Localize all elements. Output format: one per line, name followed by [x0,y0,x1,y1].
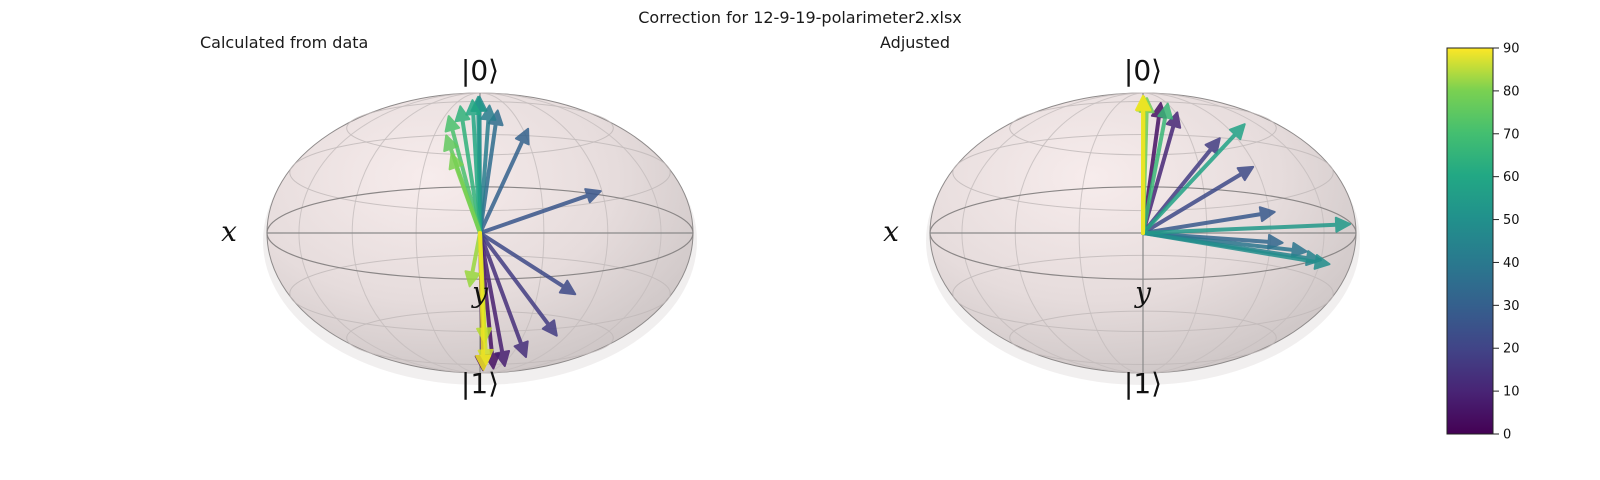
state-vector-arrow [478,231,577,296]
state-vector-arrow [1141,102,1174,235]
state-vector-arrow [478,188,602,235]
colorbar-tick-label: 0 [1503,428,1511,443]
ket-zero-label: |0⟩ [461,54,499,87]
x-axis-label: x [221,215,237,248]
colorbar-tick-label: 70 [1503,127,1520,142]
state-vector-arrow [1141,231,1331,270]
colorbar-gradient [1446,47,1494,435]
vector-head [514,127,530,146]
vector-shaft [1141,172,1244,235]
vector-head [494,350,511,367]
vector-head [541,319,558,337]
state-vector-arrow [1135,94,1151,235]
right-plot-title: Adjusted [880,33,951,52]
vector-head [465,99,482,116]
x-axis-label: x [883,215,899,248]
colorbar-tick-label: 40 [1503,256,1520,271]
state-vector-arrow [478,231,529,358]
state-vector-arrow [475,231,492,371]
colorbar-tick-label: 50 [1503,213,1520,228]
colorbar-tick-label: 90 [1503,42,1520,57]
vector-group [1135,94,1352,270]
ket-one-label: |1⟩ [1124,367,1162,400]
vector-head [448,152,464,171]
vector-head [1204,137,1221,155]
y-axis-label: y [470,276,489,309]
vector-head [1313,254,1331,270]
state-vector-arrow [478,231,511,367]
ket-zero-label: |0⟩ [1124,54,1162,87]
state-vector-arrow [1141,123,1246,235]
colorbar-tick-label: 20 [1503,342,1520,357]
ket-one-label: |1⟩ [461,367,499,400]
vector-shaft [478,231,486,358]
vector-shaft [454,164,482,235]
colorbar-tick-label: 10 [1503,385,1520,400]
vector-shaft [478,231,566,289]
colorbar-tick-label: 60 [1503,170,1520,185]
state-vector-arrow [478,127,530,235]
vector-head [475,354,492,371]
vector-head [584,188,602,204]
vector-shaft [478,231,505,355]
vector-shaft [1141,222,1339,235]
vector-head [443,134,459,152]
vector-shaft [478,231,524,346]
state-vector-arrow [1141,216,1352,235]
vector-head [1267,233,1284,250]
vector-head [480,104,497,121]
vector-head [464,270,481,288]
state-vector-arrow [448,152,482,235]
colorbar-tick-label: 80 [1503,84,1520,99]
vector-head [1334,216,1352,233]
vector-head [1135,94,1151,111]
vector-shaft [1141,212,1263,235]
vector-head [454,105,471,123]
vector-head [1258,206,1276,223]
state-vector-arrow [1141,165,1255,235]
y-axis-label: y [1133,276,1152,309]
vector-shaft [478,139,525,235]
vector-head [1157,102,1174,120]
vector-head [513,340,529,358]
colorbar-tick-label: 30 [1503,299,1520,314]
state-vector-arrow [1141,206,1276,235]
vector-shaft [1141,231,1318,264]
vector-shaft [478,193,590,235]
vector-shaft [478,231,551,327]
vector-group [443,95,602,372]
vector-head [1290,242,1308,258]
figure-title: Correction for 12-9-19-polarimeter2.xlsx [638,8,962,27]
vector-head [1236,165,1255,182]
bloch-sphere-left: |0⟩ |1⟩ x y [221,54,697,400]
colorbar: 0 10 20 30 40 50 60 70 80 90 [1446,42,1520,443]
colorbar-ticks: 0 10 20 30 40 50 60 70 80 90 [1493,42,1520,443]
vector-head [558,279,577,296]
state-vector-arrow [454,105,482,235]
bloch-sphere-right: |0⟩ |1⟩ x y [883,54,1360,400]
vector-head [444,115,461,133]
vector-shaft [460,118,482,235]
state-vector-arrow [478,231,558,337]
vector-shaft [1141,115,1168,235]
vector-head [1229,123,1246,141]
vector-shaft [1141,132,1238,235]
left-plot-title: Calculated from data [200,33,369,52]
